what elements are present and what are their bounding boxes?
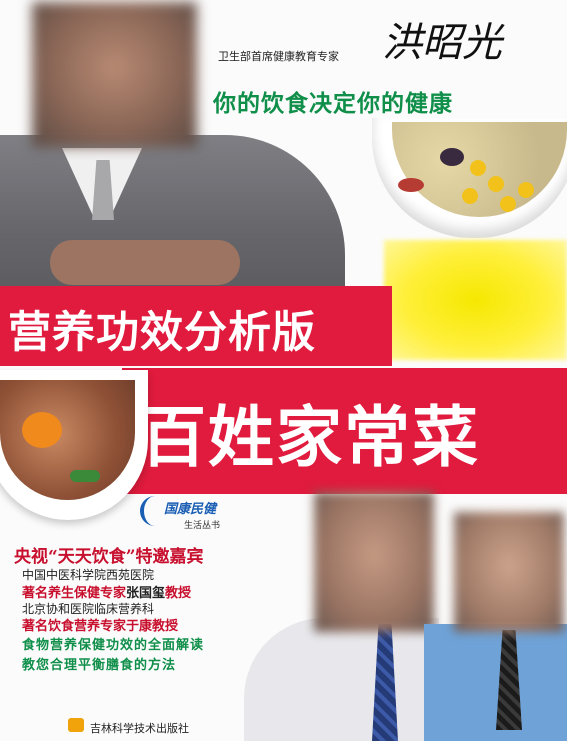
food-item xyxy=(488,176,504,192)
guest-suffix: 康教授 xyxy=(139,619,179,634)
food-item xyxy=(470,160,486,176)
food-item xyxy=(440,148,464,166)
guest-heading: 央视“天天饮食”特邀嘉宾 xyxy=(14,547,204,567)
shirt xyxy=(424,624,567,741)
feature-line: 食物营养保健功效的全面解读 xyxy=(22,638,205,653)
shirt xyxy=(244,618,439,741)
subtitle-edition: 营养功效分析版 xyxy=(8,308,316,358)
food-item xyxy=(500,196,516,212)
guest-org: 中国中医科学院西苑医院 xyxy=(22,568,155,582)
series-name: 国康民健 xyxy=(164,502,217,517)
guest-name: 张国玺 xyxy=(126,586,166,601)
series-logo: 国康民健 生活丛书 xyxy=(140,496,250,536)
series-logo-icon xyxy=(140,496,170,526)
blurred-face xyxy=(454,512,564,632)
publisher: 吉林科学技术出版社 xyxy=(90,722,189,735)
guest-role: 著名饮食营养专家于 xyxy=(22,619,140,634)
carrot-slice xyxy=(22,412,62,448)
host-photo-top xyxy=(0,0,345,295)
guest-photo-left xyxy=(244,492,439,741)
blurred-badge xyxy=(384,240,567,360)
publisher-logo-icon xyxy=(68,718,84,732)
blurred-face xyxy=(314,492,434,632)
title-band-1 xyxy=(0,286,392,366)
food-item xyxy=(462,188,478,204)
book-title: 百姓家常菜 xyxy=(140,398,480,476)
guest-title: 著名养生保健专家张国玺教授 xyxy=(22,582,191,601)
feature-line: 教您合理平衡膳食的方法 xyxy=(22,658,177,673)
guest-suffix: 教授 xyxy=(165,586,192,601)
dish-food xyxy=(0,380,135,500)
expert-label: 卫生部首席健康教育专家 xyxy=(218,50,339,63)
blurred-face xyxy=(32,2,197,147)
slogan: 你的饮食决定你的健康 xyxy=(213,91,453,117)
food-item xyxy=(398,178,424,192)
title-band-2 xyxy=(122,368,567,494)
guest-role: 著名养生保健专家 xyxy=(22,586,127,601)
vegetable xyxy=(70,470,100,482)
guest-title: 著名饮食营养专家于康教授 xyxy=(22,615,178,634)
hands xyxy=(50,240,240,285)
series-subtitle: 生活丛书 xyxy=(184,521,221,531)
tie xyxy=(92,160,114,220)
food-item xyxy=(518,182,534,198)
signature: 洪昭光 xyxy=(382,20,502,66)
guest-photo-right xyxy=(424,512,567,741)
guest-org: 北京协和医院临床营养科 xyxy=(22,602,155,616)
